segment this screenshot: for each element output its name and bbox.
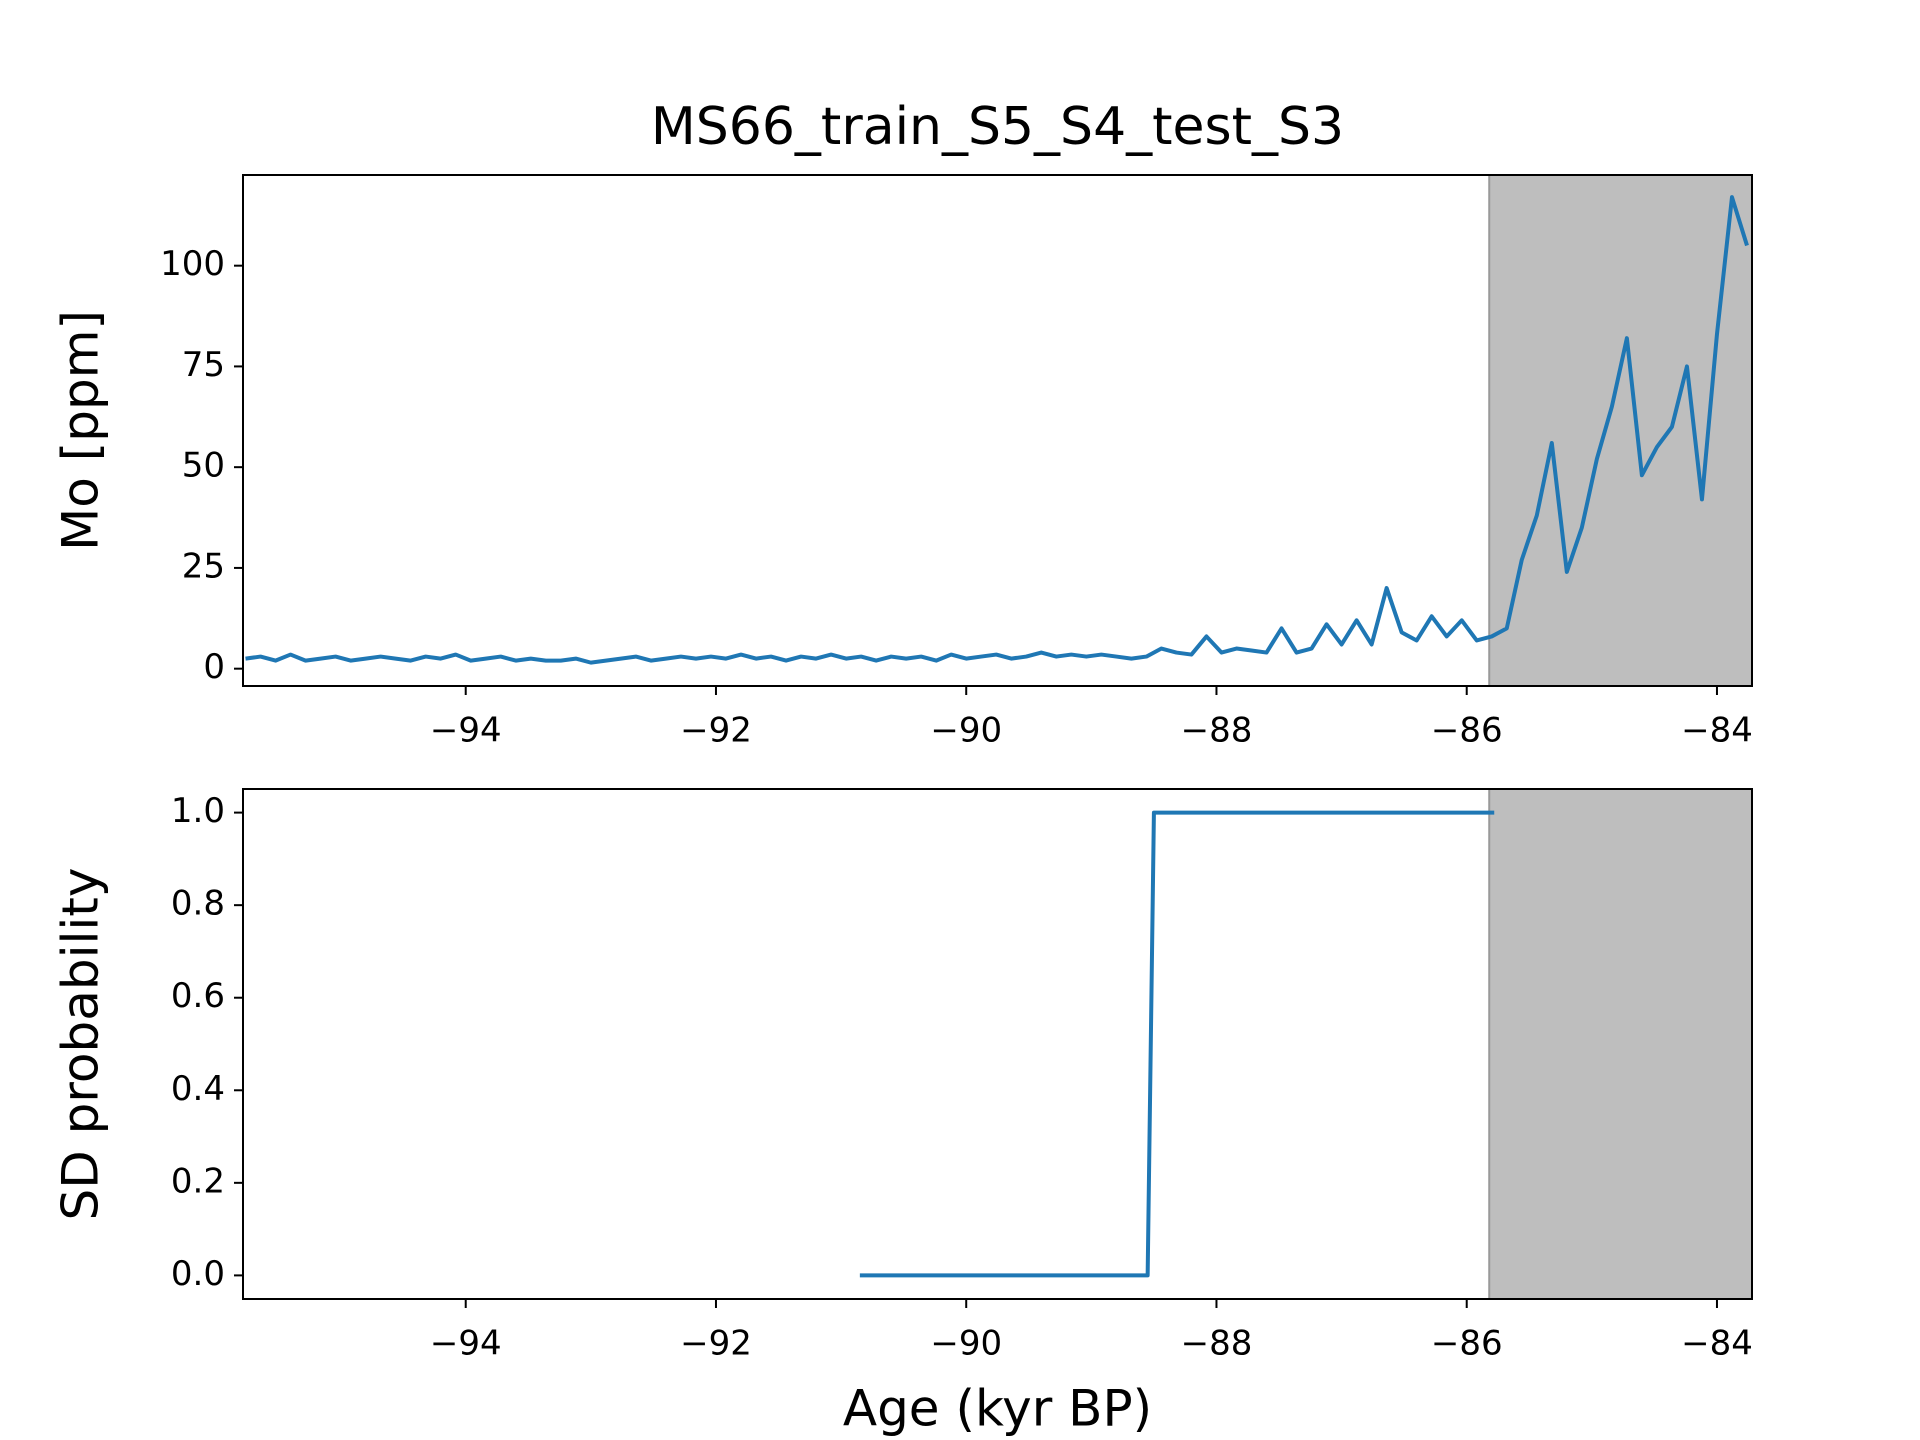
x-tick-label: −92 — [680, 1324, 752, 1364]
y-tick-label: 0.0 — [171, 1254, 225, 1294]
axes-frame — [242, 174, 1753, 687]
shaded-span — [1488, 174, 1753, 687]
data-line — [245, 195, 1749, 665]
y-tick-label: 0.4 — [171, 1069, 225, 1109]
x-tick-label: −90 — [930, 711, 1002, 751]
x-tick-label: −84 — [1681, 711, 1753, 751]
x-tick-label: −88 — [1181, 1324, 1253, 1364]
x-tick-label: −94 — [430, 711, 502, 751]
x-tick-label: −90 — [930, 1324, 1002, 1364]
y-tick-label: 100 — [160, 244, 225, 284]
y-tick-label: 0.8 — [171, 884, 225, 924]
y-tick-label: 75 — [182, 345, 225, 385]
y-tick-label: 0.6 — [171, 976, 225, 1016]
y-tick-label: 0 — [203, 647, 225, 687]
y-tick-label: 0.2 — [171, 1161, 225, 1201]
data-line — [859, 810, 1495, 1278]
chart-title: MS66_train_S5_S4_test_S3 — [651, 97, 1344, 157]
x-tick-label: −94 — [430, 1324, 502, 1364]
x-tick-label: −86 — [1431, 711, 1503, 751]
shaded-span — [1488, 788, 1753, 1300]
y-tick-label: 25 — [182, 546, 225, 586]
y-tick-label: 1.0 — [171, 791, 225, 831]
axes-frame — [242, 788, 1753, 1300]
y-axis-label: Mo [ppm] — [52, 310, 110, 551]
y-tick-label: 50 — [182, 446, 225, 486]
x-axis-label: Age (kyr BP) — [843, 1380, 1152, 1438]
x-tick-label: −88 — [1181, 711, 1253, 751]
x-tick-label: −84 — [1681, 1324, 1753, 1364]
x-tick-label: −92 — [680, 711, 752, 751]
x-tick-label: −86 — [1431, 1324, 1503, 1364]
y-axis-label: SD probability — [52, 868, 110, 1221]
